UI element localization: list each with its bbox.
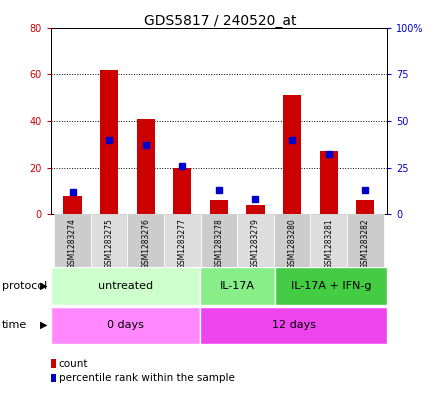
Bar [210,200,228,214]
Bar [173,167,191,214]
Bar [54,214,91,267]
Text: IL-17A: IL-17A [220,281,255,291]
Bar [51,267,200,305]
Bar [128,214,164,267]
Text: GDS5817 / 240520_at: GDS5817 / 240520_at [144,14,296,28]
Bar [136,119,155,214]
Text: IL-17A + IFN-g: IL-17A + IFN-g [291,281,371,291]
Bar [63,195,82,214]
Bar [164,214,201,267]
Bar [237,214,274,267]
Text: GSM1283275: GSM1283275 [105,219,114,269]
Text: ▶: ▶ [40,320,47,330]
Bar [201,214,237,267]
Bar [200,267,275,305]
Bar [283,95,301,214]
Text: time: time [2,320,27,330]
Text: GSM1283279: GSM1283279 [251,219,260,269]
Bar [246,205,264,214]
Text: GSM1283274: GSM1283274 [68,219,77,269]
Text: untreated: untreated [98,281,153,291]
Bar [319,151,338,214]
Bar [310,214,347,267]
Bar [91,214,128,267]
Text: GSM1283282: GSM1283282 [361,219,370,269]
Bar [356,200,374,214]
Bar [274,214,310,267]
Text: GSM1283280: GSM1283280 [288,219,297,269]
Text: GSM1283281: GSM1283281 [324,219,333,269]
Bar [200,307,387,344]
Bar [275,267,387,305]
Bar [100,70,118,214]
Bar [347,214,384,267]
Text: ▶: ▶ [40,281,47,291]
Text: GSM1283276: GSM1283276 [141,219,150,269]
Text: percentile rank within the sample: percentile rank within the sample [59,373,235,383]
Text: GSM1283277: GSM1283277 [178,219,187,269]
Bar [51,307,200,344]
Text: 12 days: 12 days [271,320,315,330]
Text: GSM1283278: GSM1283278 [214,219,224,269]
Text: protocol: protocol [2,281,48,291]
Text: count: count [59,358,88,369]
Text: 0 days: 0 days [107,320,144,330]
